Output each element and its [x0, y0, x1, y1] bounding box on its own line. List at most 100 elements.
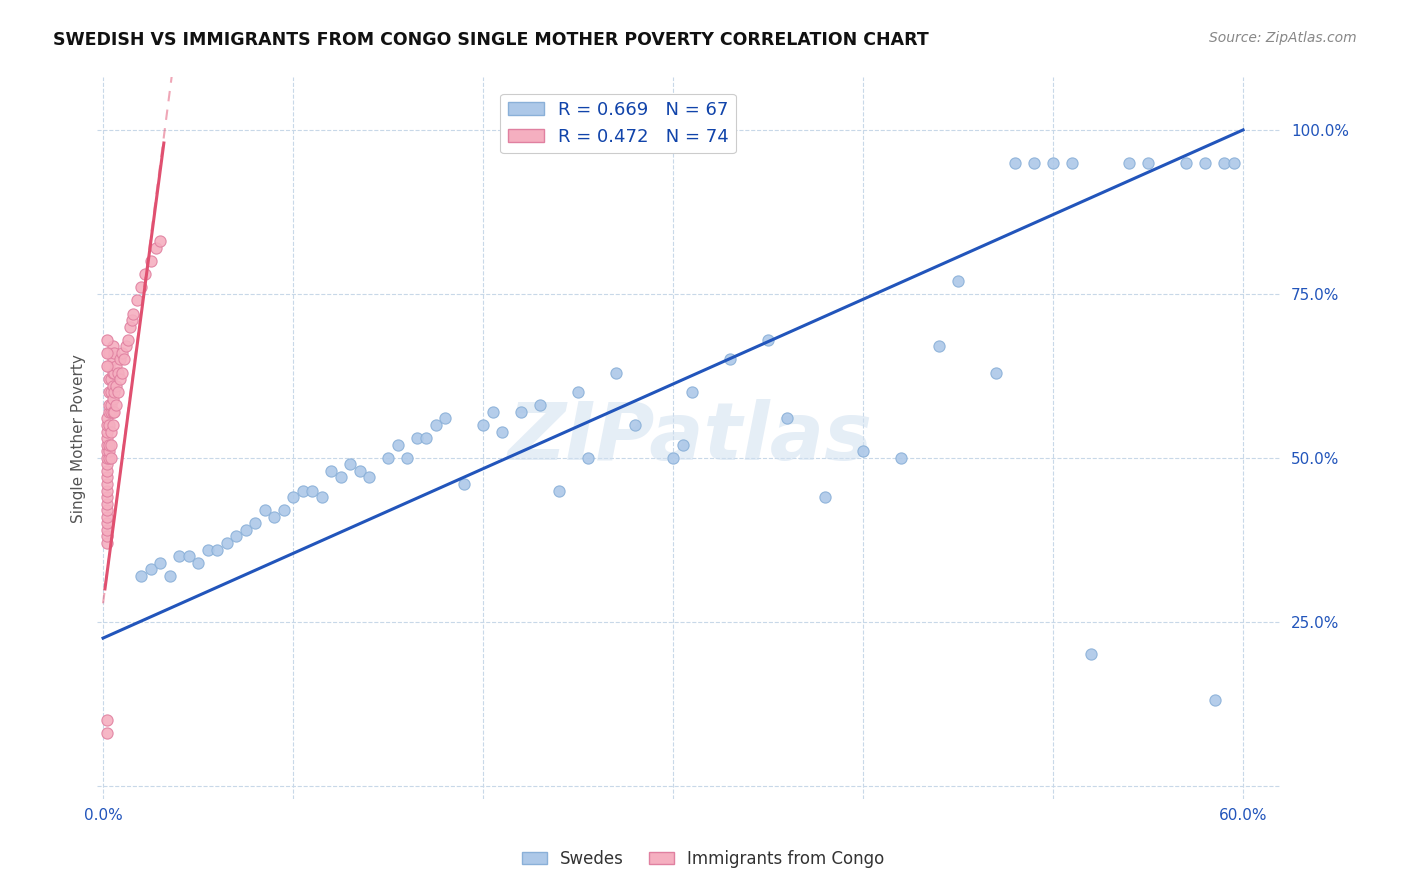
- Point: [671, 437, 693, 451]
- Point: [96, 536, 118, 550]
- Point: [97, 385, 120, 400]
- Point: [96, 450, 118, 465]
- Point: [112, 352, 135, 367]
- Point: [1062, 155, 1084, 169]
- Point: [510, 405, 533, 419]
- Point: [121, 313, 143, 327]
- Point: [96, 346, 118, 360]
- Point: [291, 483, 314, 498]
- Point: [96, 726, 118, 740]
- Point: [605, 366, 627, 380]
- Point: [117, 333, 139, 347]
- Point: [100, 437, 122, 451]
- Point: [96, 490, 118, 504]
- Point: [984, 366, 1007, 380]
- Point: [1118, 155, 1140, 169]
- Point: [107, 385, 129, 400]
- Point: [425, 417, 447, 432]
- Point: [107, 366, 129, 380]
- Text: ZIPatlas: ZIPatlas: [506, 399, 872, 477]
- Point: [329, 470, 352, 484]
- Point: [103, 405, 125, 419]
- Point: [97, 450, 120, 465]
- Point: [97, 437, 120, 451]
- Point: [311, 490, 333, 504]
- Point: [481, 405, 503, 419]
- Point: [387, 437, 409, 451]
- Point: [97, 444, 120, 458]
- Y-axis label: Single Mother Poverty: Single Mother Poverty: [72, 353, 86, 523]
- Point: [548, 483, 571, 498]
- Point: [491, 425, 513, 439]
- Point: [453, 477, 475, 491]
- Point: [1022, 155, 1045, 169]
- Point: [103, 366, 125, 380]
- Point: [97, 417, 120, 432]
- Point: [718, 352, 741, 367]
- Point: [111, 366, 134, 380]
- Point: [101, 392, 124, 406]
- Point: [96, 497, 118, 511]
- Point: [243, 516, 266, 531]
- Point: [96, 516, 118, 531]
- Point: [100, 405, 122, 419]
- Point: [96, 444, 118, 458]
- Point: [167, 549, 190, 563]
- Point: [97, 405, 120, 419]
- Point: [96, 483, 118, 498]
- Point: [108, 352, 131, 367]
- Point: [97, 359, 120, 373]
- Point: [205, 542, 228, 557]
- Point: [105, 398, 128, 412]
- Point: [96, 437, 118, 451]
- Point: [235, 523, 257, 537]
- Point: [122, 306, 145, 320]
- Point: [96, 503, 118, 517]
- Point: [472, 417, 495, 432]
- Point: [1213, 155, 1236, 169]
- Point: [662, 450, 685, 465]
- Point: [129, 569, 152, 583]
- Point: [814, 490, 837, 504]
- Point: [97, 398, 120, 412]
- Point: [101, 366, 124, 380]
- Point: [681, 385, 703, 400]
- Point: [96, 431, 118, 445]
- Point: [103, 346, 125, 360]
- Point: [96, 470, 118, 484]
- Point: [339, 458, 361, 472]
- Point: [1204, 693, 1226, 707]
- Point: [100, 398, 122, 412]
- Point: [890, 450, 912, 465]
- Point: [103, 385, 125, 400]
- Point: [415, 431, 437, 445]
- Point: [319, 464, 342, 478]
- Point: [145, 241, 167, 255]
- Point: [149, 235, 172, 249]
- Point: [101, 352, 124, 367]
- Point: [101, 339, 124, 353]
- Point: [1175, 155, 1198, 169]
- Point: [434, 411, 457, 425]
- Point: [377, 450, 399, 465]
- Point: [96, 529, 118, 543]
- Point: [134, 267, 156, 281]
- Point: [97, 372, 120, 386]
- Point: [149, 556, 172, 570]
- Point: [1222, 155, 1244, 169]
- Point: [529, 398, 551, 412]
- Point: [576, 450, 599, 465]
- Point: [105, 359, 128, 373]
- Point: [225, 529, 247, 543]
- Point: [177, 549, 200, 563]
- Point: [1004, 155, 1026, 169]
- Point: [197, 542, 219, 557]
- Point: [96, 417, 118, 432]
- Point: [187, 556, 209, 570]
- Point: [776, 411, 799, 425]
- Point: [756, 333, 779, 347]
- Point: [100, 450, 122, 465]
- Point: [928, 339, 950, 353]
- Text: SWEDISH VS IMMIGRANTS FROM CONGO SINGLE MOTHER POVERTY CORRELATION CHART: SWEDISH VS IMMIGRANTS FROM CONGO SINGLE …: [53, 31, 929, 49]
- Point: [100, 425, 122, 439]
